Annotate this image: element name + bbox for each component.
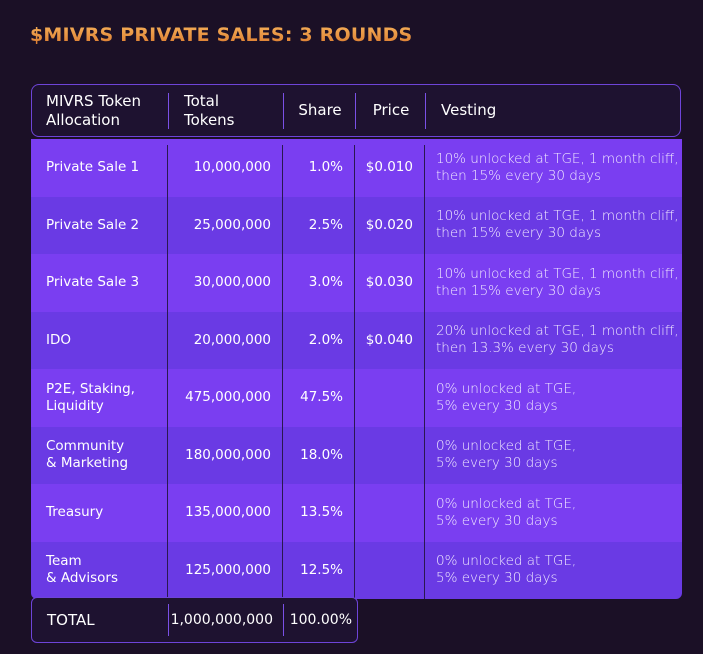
- table-cell: 2.5%: [308, 216, 343, 233]
- table-row: Private Sale 1 10,000,000 1.0% $0.010 10% un…: [31, 139, 682, 197]
- divider: [283, 93, 284, 129]
- divider: [167, 145, 168, 599]
- table-cell: P2E, Staking, Liquidity: [46, 380, 135, 414]
- table-cell: $0.030: [365, 274, 413, 291]
- table-cell: Private Sale 3: [46, 274, 140, 291]
- table-row: Private Sale 3 30,000,000 3.0% $0.030 10% un…: [31, 254, 682, 312]
- table-cell: $0.020: [365, 216, 413, 233]
- vesting-cell: 20% unlocked at TGE, 1 month cliff, then…: [436, 323, 679, 357]
- table-cell: 1.0%: [308, 159, 343, 176]
- table-row: P2E, Staking, Liquidity 475,000,000 47.5% 0…: [31, 369, 682, 427]
- header-cell: Vesting: [441, 101, 497, 119]
- divider: [424, 145, 425, 599]
- total-cell: TOTAL: [47, 611, 95, 629]
- total-cell: 1,000,000,000: [170, 612, 273, 628]
- divider: [282, 145, 283, 599]
- table-cell: 10,000,000: [193, 159, 271, 176]
- header-cell: Price: [372, 101, 410, 119]
- table-row: Treasury 135,000,000 13.5% 0% unlocked at T…: [31, 484, 682, 542]
- table-cell: 475,000,000: [185, 389, 271, 406]
- vesting-cell: 10% unlocked at TGE, 1 month cliff, then…: [436, 150, 679, 184]
- table-row: IDO 20,000,000 2.0% $0.040 20% unlocked at T…: [31, 311, 682, 369]
- vesting-cell: 0% unlocked at TGE, 5% every 30 days: [436, 495, 577, 529]
- table-row: Team & Advisors 125,000,000 12.5% 0% unlock…: [31, 541, 682, 599]
- vesting-cell: 0% unlocked at TGE, 5% every 30 days: [436, 553, 577, 587]
- header-cell: Total Tokens: [184, 91, 235, 129]
- vesting-cell: 0% unlocked at TGE, 5% every 30 days: [436, 380, 577, 414]
- total-row: TOTAL 1,000,000,000 100.00%: [31, 597, 358, 643]
- vesting-cell: 10% unlocked at TGE, 1 month cliff, then…: [436, 208, 679, 242]
- vesting-cell: 10% unlocked at TGE, 1 month cliff, then…: [436, 265, 679, 299]
- table-cell: 25,000,000: [193, 216, 271, 233]
- table-header: MIVRS Token Allocation Total Tokens Share P…: [31, 84, 681, 137]
- header-cell: Share: [298, 101, 342, 119]
- table-cell: 180,000,000: [185, 446, 271, 463]
- divider: [168, 93, 169, 129]
- table-cell: Team & Advisors: [46, 553, 119, 587]
- table-cell: 2.0%: [308, 331, 343, 348]
- table-row: Private Sale 2 25,000,000 2.5% $0.020 10% un…: [31, 196, 682, 254]
- table-row: Community & Marketing 180,000,000 18.0% 0% …: [31, 426, 682, 484]
- divider: [355, 93, 356, 129]
- table-cell: Treasury: [46, 504, 104, 521]
- table-cell: 20,000,000: [193, 331, 271, 348]
- table-cell: Community & Marketing: [46, 438, 129, 472]
- table-cell: 12.5%: [300, 561, 343, 578]
- table-cell: $0.040: [365, 331, 413, 348]
- table-cell: 125,000,000: [185, 561, 271, 578]
- divider: [425, 93, 426, 129]
- table-cell: 47.5%: [300, 389, 343, 406]
- divider: [168, 604, 169, 636]
- table-cell: 13.5%: [300, 504, 343, 521]
- table-body: Private Sale 1 10,000,000 1.0% $0.010 10% un…: [31, 139, 682, 599]
- table-cell: 30,000,000: [193, 274, 271, 291]
- total-cell: 100.00%: [289, 612, 352, 628]
- divider: [283, 604, 284, 636]
- table-cell: $0.010: [365, 159, 413, 176]
- title: $MIVRS PRIVATE SALES: 3 ROUNDS: [30, 24, 413, 46]
- table-cell: 18.0%: [300, 446, 343, 463]
- divider: [354, 145, 355, 599]
- header-cell: MIVRS Token Allocation: [46, 91, 142, 129]
- table-cell: Private Sale 2: [46, 216, 140, 233]
- vesting-cell: 0% unlocked at TGE, 5% every 30 days: [436, 438, 577, 472]
- table-cell: IDO: [46, 331, 72, 348]
- table-cell: 135,000,000: [185, 504, 271, 521]
- table-cell: Private Sale 1: [46, 159, 140, 176]
- table-cell: 3.0%: [308, 274, 343, 291]
